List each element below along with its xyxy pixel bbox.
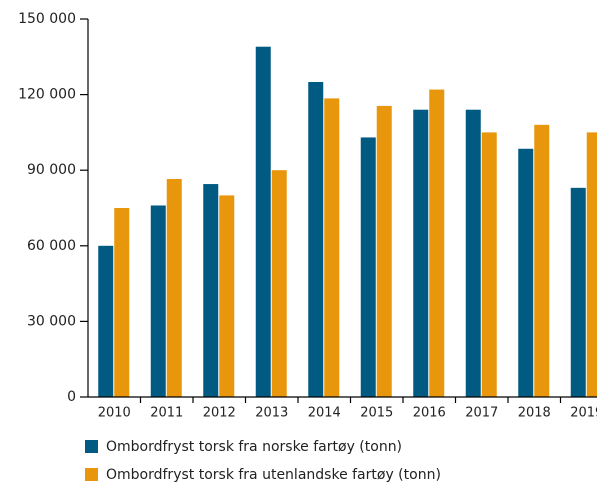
x-tick-label: 2018 <box>518 406 551 421</box>
legend-swatch <box>85 440 98 453</box>
bar <box>429 89 445 397</box>
y-tick-label: 90 000 <box>27 162 76 178</box>
x-tick-label: 2016 <box>413 406 446 421</box>
y-tick-label: 0 <box>67 389 76 405</box>
bar <box>586 132 597 397</box>
bar <box>166 179 182 397</box>
x-tick-label: 2015 <box>360 406 393 421</box>
legend-swatch <box>85 468 98 481</box>
bar <box>481 132 497 397</box>
bar <box>114 208 130 397</box>
bar <box>308 82 324 397</box>
bar <box>255 46 271 397</box>
bar <box>203 184 219 397</box>
legend-label: Ombordfryst torsk fra utenlandske fartøy… <box>106 467 441 483</box>
y-tick-label: 60 000 <box>27 238 76 254</box>
bar <box>271 170 287 397</box>
bar <box>98 245 114 397</box>
legend-label: Ombordfryst torsk fra norske fartøy (ton… <box>106 439 402 455</box>
x-tick-label: 2011 <box>150 406 183 421</box>
bar <box>219 195 235 397</box>
bar <box>413 109 429 397</box>
bar <box>376 105 392 397</box>
bar <box>360 137 376 397</box>
bar <box>324 98 340 397</box>
x-tick-label: 2017 <box>465 406 498 421</box>
x-tick-label: 2013 <box>255 406 288 421</box>
x-tick-label: 2010 <box>98 406 131 421</box>
x-tick-label: 2014 <box>308 406 341 421</box>
y-tick-label: 120 000 <box>18 87 76 103</box>
x-tick-label: 2019 <box>570 406 597 421</box>
bar <box>465 109 481 397</box>
y-tick-label: 150 000 <box>18 11 76 27</box>
bar <box>518 148 534 397</box>
bar <box>150 205 166 397</box>
bar <box>534 124 550 397</box>
bar <box>570 187 586 397</box>
x-tick-label: 2012 <box>203 406 236 421</box>
y-tick-label: 30 000 <box>27 313 76 329</box>
